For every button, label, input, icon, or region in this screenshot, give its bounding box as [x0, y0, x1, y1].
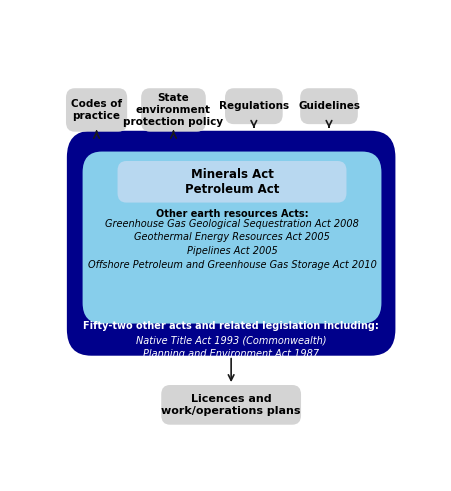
Text: Guidelines: Guidelines	[298, 101, 360, 111]
FancyBboxPatch shape	[67, 131, 396, 355]
Text: Greenhouse Gas Geological Sequestration Act 2008
Geothermal Energy Resources Act: Greenhouse Gas Geological Sequestration …	[87, 219, 377, 270]
FancyBboxPatch shape	[141, 88, 206, 132]
Text: Licences and
work/operations plans: Licences and work/operations plans	[161, 394, 301, 416]
FancyBboxPatch shape	[225, 88, 283, 124]
FancyBboxPatch shape	[118, 161, 346, 203]
FancyBboxPatch shape	[66, 88, 127, 132]
Text: Other earth resources Acts:: Other earth resources Acts:	[156, 209, 308, 219]
Text: Minerals Act
Petroleum Act: Minerals Act Petroleum Act	[185, 168, 279, 196]
Text: State
environment
protection policy: State environment protection policy	[124, 93, 224, 127]
Text: Codes of
practice: Codes of practice	[71, 99, 122, 121]
FancyBboxPatch shape	[161, 385, 301, 425]
FancyBboxPatch shape	[83, 152, 382, 324]
Text: Fifty-two other acts and related legislation including:: Fifty-two other acts and related legisla…	[83, 322, 379, 331]
Text: Regulations: Regulations	[219, 101, 289, 111]
FancyBboxPatch shape	[300, 88, 358, 124]
Text: Native Title Act 1993 (Commonwealth)
Planning and Environment Act 1987
Water Act: Native Title Act 1993 (Commonwealth) Pla…	[136, 336, 327, 373]
